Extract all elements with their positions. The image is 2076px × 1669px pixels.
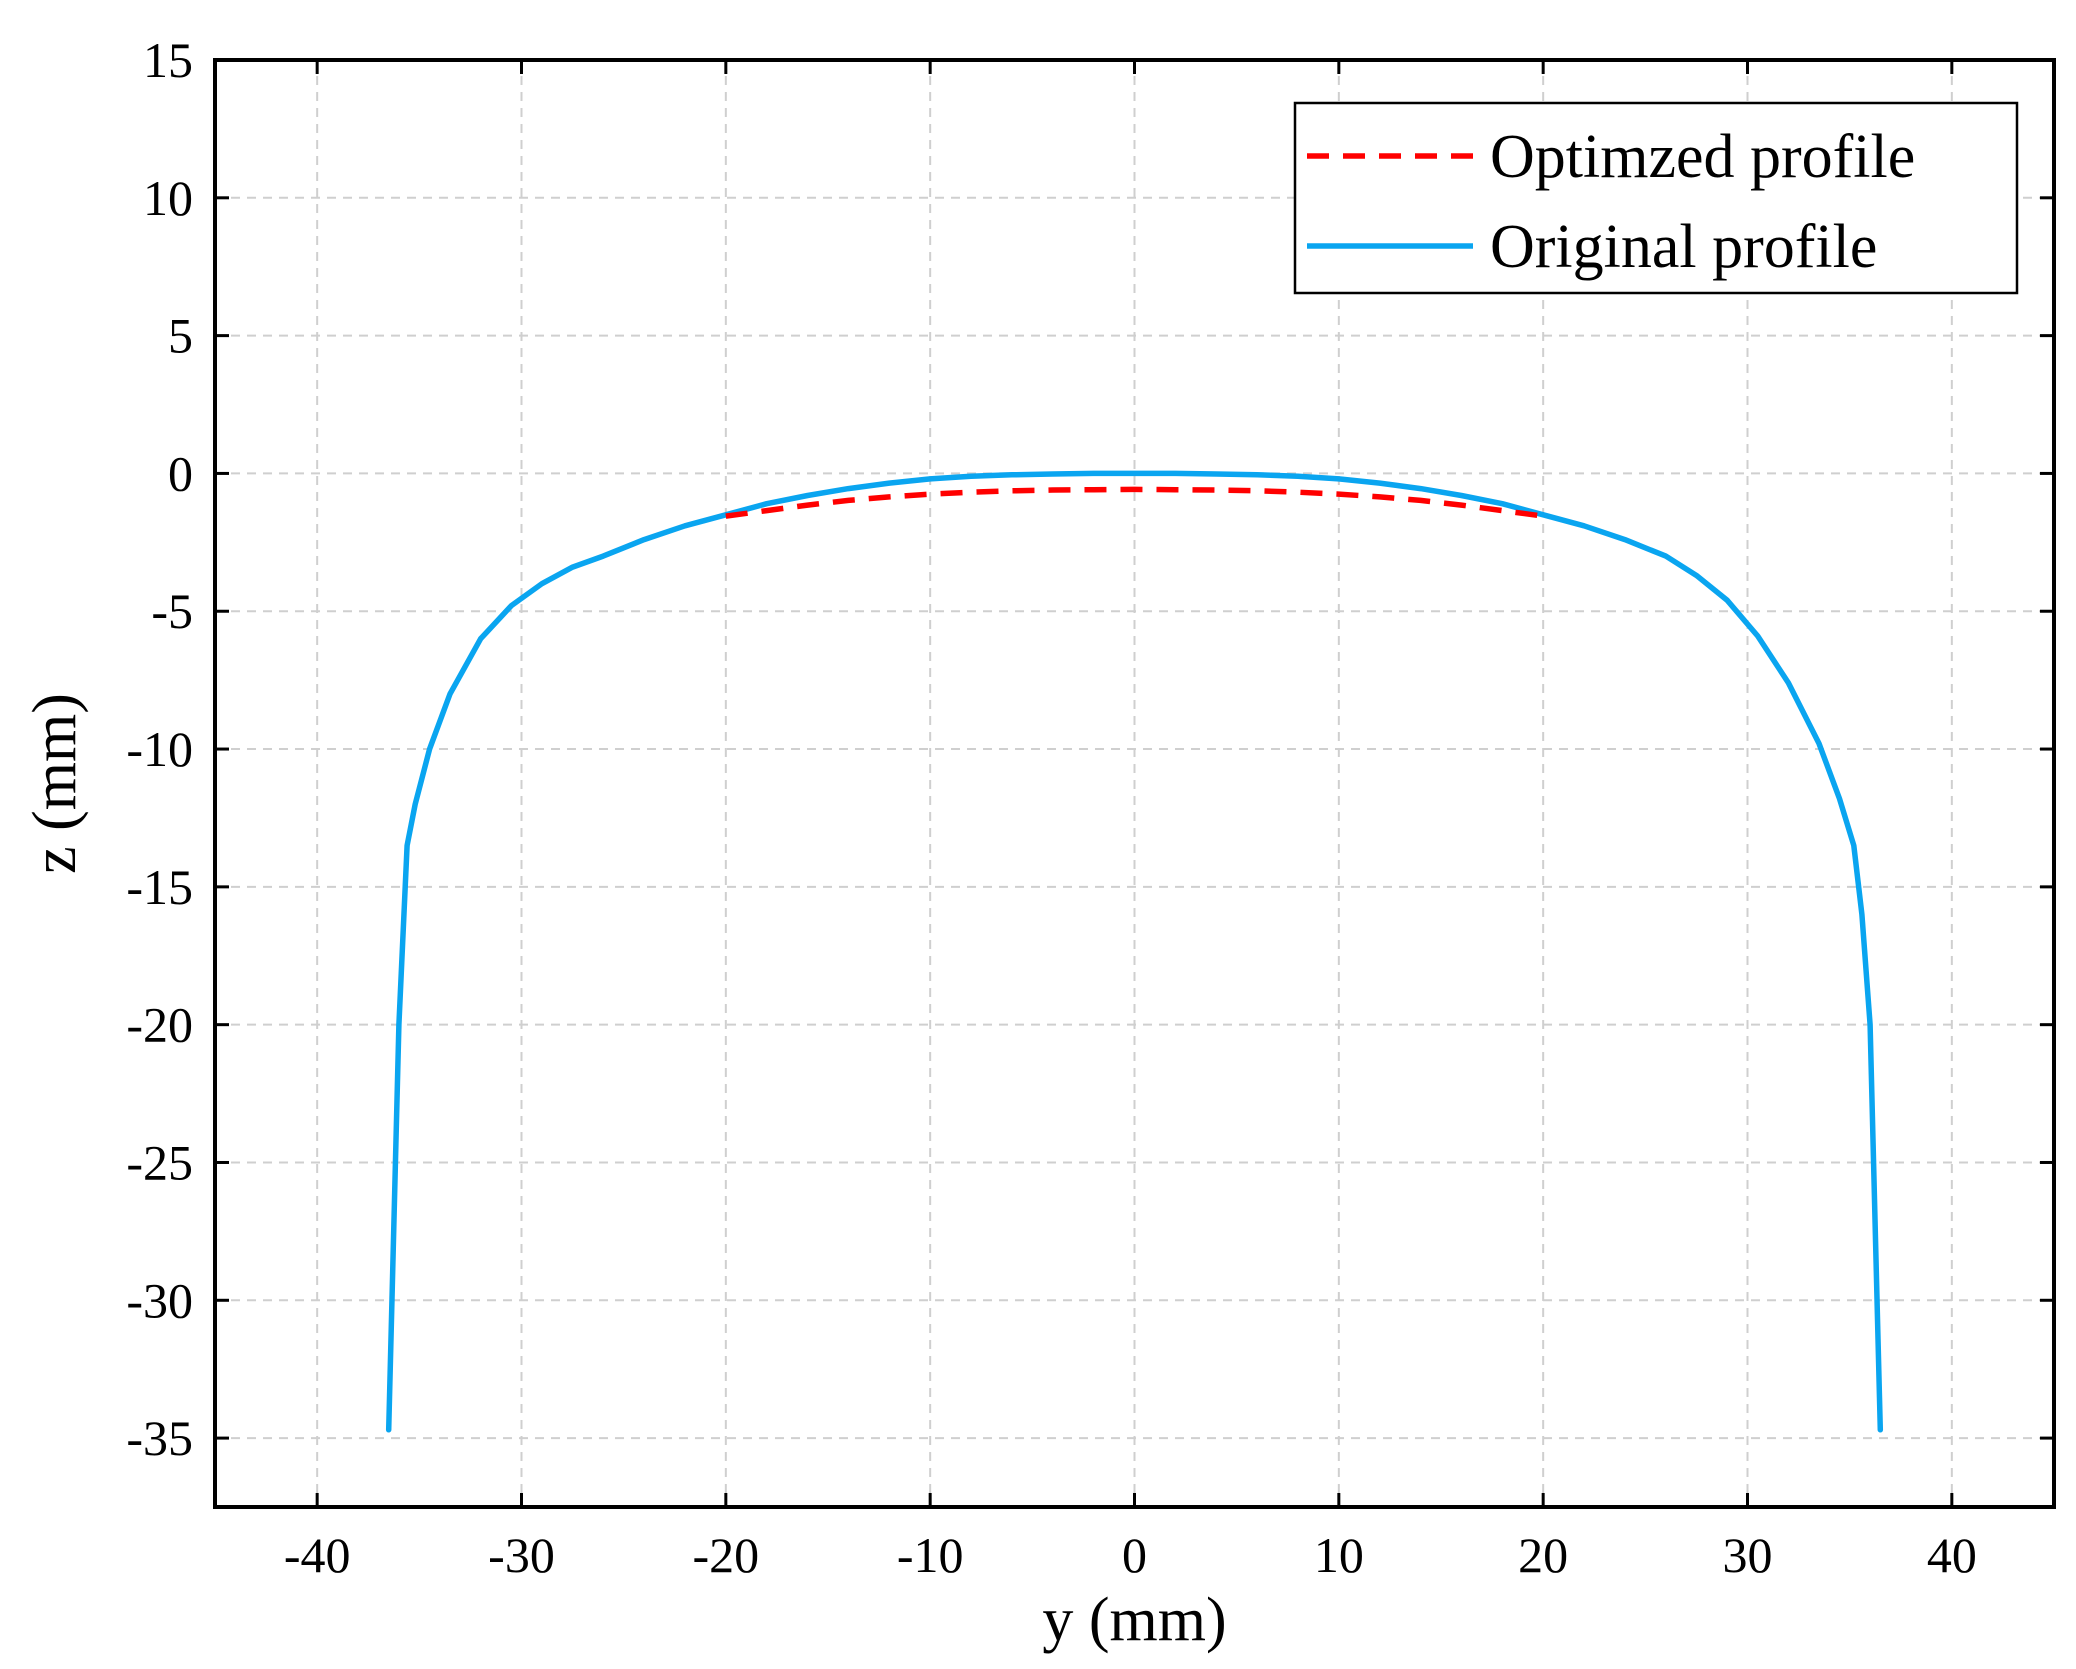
x-tick-label: -10 [897, 1527, 964, 1583]
x-tick-label: -40 [284, 1527, 351, 1583]
y-tick-label: -30 [126, 1272, 193, 1328]
y-tick-label: 0 [168, 445, 193, 501]
legend: Optimzed profile Original profile [1293, 101, 2019, 295]
x-tick-label: 40 [1927, 1527, 1977, 1583]
legend-label-optimized: Optimzed profile [1490, 123, 1915, 191]
legend-label-original: Original profile [1490, 213, 1877, 281]
x-tick-label: 20 [1518, 1527, 1568, 1583]
y-tick-label: -25 [126, 1134, 193, 1190]
x-tick-label: 10 [1314, 1527, 1364, 1583]
y-tick-label: 15 [143, 32, 193, 88]
y-tick-label: -5 [151, 583, 193, 639]
y-tick-label: 10 [143, 170, 193, 226]
legend-box [1293, 101, 2019, 295]
grid-layer [215, 59, 2054, 1507]
x-tick-label: -30 [488, 1527, 555, 1583]
x-tick-label: -20 [693, 1527, 760, 1583]
series-original-profile [385, 470, 1884, 1433]
series-optimized-profile [725, 486, 1544, 519]
x-axis-title: y (mm) [1042, 1586, 1226, 1654]
series-layer [385, 470, 1884, 1433]
y-tick-label: -35 [126, 1410, 193, 1466]
y-tick-label: 5 [168, 308, 193, 364]
x-tick-label: 30 [1723, 1527, 1773, 1583]
y-tick-label: -10 [126, 721, 193, 777]
y-tick-label: -15 [126, 859, 193, 915]
x-tick-label: 0 [1122, 1527, 1147, 1583]
y-axis-title: z (mm) [21, 693, 89, 874]
tick-layer: -40 -30 -20 -10 0 10 20 30 40 15 10 5 0 -5 -10 -15 -20 -2… [126, 32, 2054, 1583]
y-tick-label: -20 [126, 997, 193, 1053]
